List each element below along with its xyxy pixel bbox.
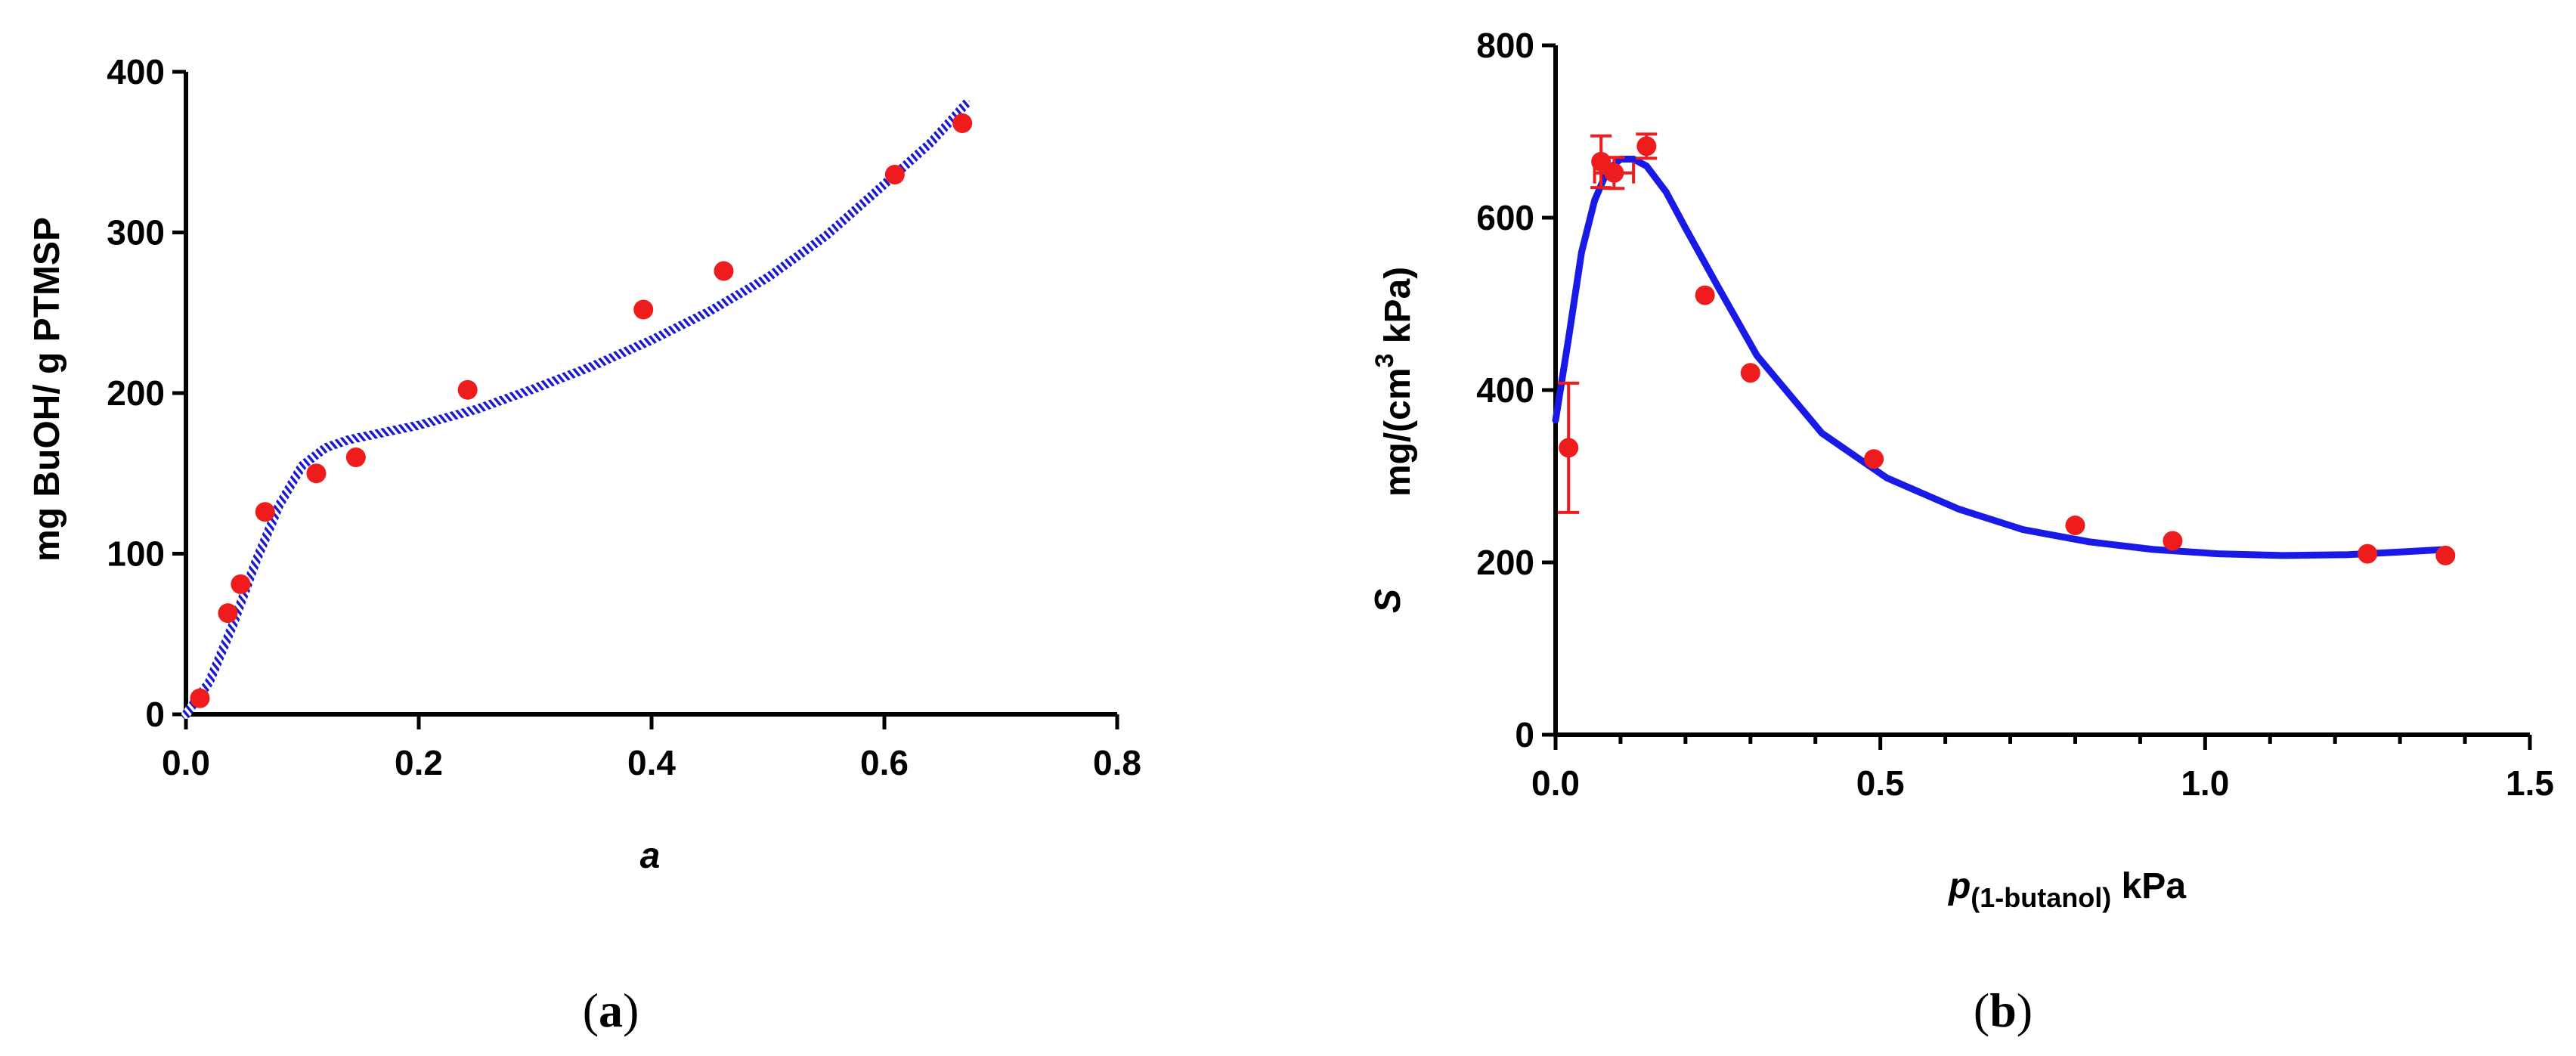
x-axis-title-b: p(1-butanol) kPa bbox=[1947, 866, 2186, 913]
panel-label-b-open: ( bbox=[1974, 983, 1989, 1037]
model-curve-a bbox=[181, 99, 971, 719]
data-point-a bbox=[952, 113, 973, 133]
panel-label-b-close: ) bbox=[2017, 983, 2033, 1037]
panel-label-b-letter: b bbox=[1989, 983, 2017, 1037]
data-point-a bbox=[218, 603, 238, 624]
y-axis-symbol-b: S bbox=[1368, 589, 1408, 613]
y-tick-label-b: 200 bbox=[1476, 543, 1534, 582]
data-point-b bbox=[1740, 363, 1760, 383]
y-tick-label-b: 600 bbox=[1476, 198, 1534, 237]
data-point-a bbox=[231, 574, 251, 594]
y-tick-label-b: 400 bbox=[1476, 370, 1534, 410]
model-line-a bbox=[181, 99, 971, 719]
data-point-a bbox=[714, 261, 734, 281]
y-axis-title-b-sup: 3 bbox=[1370, 354, 1399, 368]
panel-label-a-close: ) bbox=[623, 983, 639, 1037]
data-points-b bbox=[1559, 136, 2456, 565]
data-point-b bbox=[1695, 285, 1715, 305]
y-axis-title-a: mg BuOH/ g PTMSP bbox=[27, 217, 67, 562]
model-line-b bbox=[1552, 156, 2449, 559]
y-tick-label-b: 0 bbox=[1515, 715, 1534, 754]
x-tick-label-a: 0.2 bbox=[395, 743, 443, 782]
x-tick-label-b: 1.5 bbox=[2506, 763, 2554, 803]
x-ticks-a: 0.0 0.2 0.4 0.6 0.8 bbox=[162, 714, 1141, 782]
y-ticks-a: 0 100 200 300 400 bbox=[107, 52, 186, 734]
x-axis-title-b-symbol: p bbox=[1947, 866, 1971, 906]
panel-label-a-open: ( bbox=[583, 983, 599, 1037]
x-axis-title-a: a bbox=[640, 836, 661, 876]
data-point-b bbox=[2358, 543, 2378, 564]
data-point-a bbox=[633, 299, 654, 320]
x-tick-label-a: 0.0 bbox=[162, 743, 210, 782]
x-tick-label-b: 0.0 bbox=[1531, 763, 1580, 803]
y-ticks-b: 0 200 400 600 800 bbox=[1476, 26, 1556, 754]
model-curve-b bbox=[1552, 156, 2449, 559]
y-tick-label-a: 0 bbox=[145, 695, 165, 734]
x-axis-title-b-sub: (1-butanol) bbox=[1971, 882, 2111, 913]
data-point-b bbox=[2163, 531, 2183, 551]
data-point-b bbox=[2435, 545, 2456, 565]
panel-label-a-letter: a bbox=[599, 983, 623, 1037]
y-tick-label-a: 300 bbox=[107, 213, 165, 252]
chart-panel-a: 0 100 200 300 400 0.0 0.2 0.4 0.6 0.8 mg BuOH/ g… bbox=[27, 52, 1141, 1037]
x-tick-label-b: 0.5 bbox=[1856, 763, 1905, 803]
panel-label-b: (b) bbox=[1974, 983, 2033, 1037]
data-point-b bbox=[1864, 449, 1884, 469]
x-ticks-b: 0.0 0.5 1.0 1.5 bbox=[1531, 735, 2554, 803]
data-point-b bbox=[2065, 515, 2085, 535]
panel-label-a: (a) bbox=[583, 983, 639, 1037]
y-tick-label-b: 800 bbox=[1476, 26, 1534, 65]
data-point-b bbox=[1591, 151, 1612, 172]
data-point-a bbox=[306, 463, 327, 484]
x-tick-label-a: 0.8 bbox=[1093, 743, 1141, 782]
y-tick-label-a: 100 bbox=[107, 534, 165, 574]
data-points-a bbox=[190, 113, 973, 708]
x-tick-label-a: 0.4 bbox=[627, 743, 676, 782]
y-axis-title-b: mg/(cm3 kPa) bbox=[1370, 267, 1418, 497]
data-point-a bbox=[190, 688, 210, 708]
y-tick-label-a: 400 bbox=[107, 52, 165, 91]
y-tick-label-a: 200 bbox=[107, 373, 165, 413]
x-tick-label-b: 1.0 bbox=[2181, 763, 2229, 803]
y-axis-title-b-unit: kPa) bbox=[1378, 267, 1418, 354]
x-tick-label-a: 0.6 bbox=[860, 743, 909, 782]
data-point-a bbox=[255, 502, 275, 522]
data-point-a bbox=[457, 379, 478, 400]
x-axis-title-b-unit: kPa bbox=[2111, 866, 2186, 906]
data-point-a bbox=[884, 165, 905, 184]
data-point-b bbox=[1636, 136, 1657, 156]
data-point-b bbox=[1604, 163, 1624, 183]
data-point-a bbox=[345, 447, 366, 467]
y-axis-title-b-text: mg/(cm bbox=[1378, 367, 1418, 497]
data-point-b bbox=[1559, 438, 1579, 458]
